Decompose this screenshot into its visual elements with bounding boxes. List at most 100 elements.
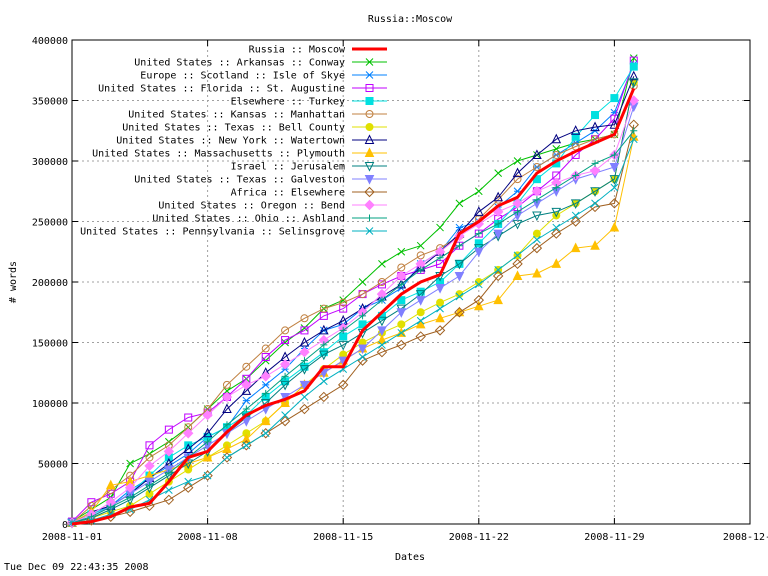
data-point	[242, 362, 251, 371]
data-point	[376, 346, 388, 358]
data-point	[551, 258, 562, 268]
y-tick-label: 250000	[32, 218, 68, 229]
x-axis-label: Dates	[395, 552, 425, 563]
data-point	[532, 211, 542, 222]
legend-marker	[364, 147, 375, 157]
data-point	[338, 340, 349, 351]
data-point	[513, 175, 522, 184]
data-point	[202, 409, 213, 421]
data-point	[492, 270, 504, 282]
data-point	[107, 503, 115, 511]
y-tick-label: 200000	[32, 278, 68, 289]
data-point	[299, 403, 310, 415]
data-point	[531, 186, 543, 197]
data-point	[203, 471, 212, 480]
data-point	[202, 470, 213, 481]
data-point	[339, 296, 348, 305]
data-point	[184, 413, 193, 422]
data-point	[223, 421, 231, 429]
data-point	[279, 415, 291, 427]
data-point	[609, 119, 620, 129]
y-axis-label: # words	[8, 261, 19, 303]
data-point	[183, 443, 194, 453]
data-point	[126, 459, 134, 468]
legend-marker	[365, 97, 374, 105]
data-point	[396, 308, 407, 318]
data-point	[552, 145, 561, 153]
data-point	[552, 184, 560, 192]
data-point	[474, 280, 483, 289]
data-point	[473, 206, 484, 216]
data-point	[475, 230, 483, 238]
data-point	[300, 326, 309, 335]
data-point	[339, 298, 348, 307]
data-point	[629, 54, 638, 63]
legend-label: United States :: Massachusetts :: Plymou…	[92, 149, 345, 160]
data-point	[397, 247, 406, 256]
y-tick-label: 50000	[38, 460, 68, 471]
data-point	[300, 324, 309, 332]
data-point	[260, 428, 271, 439]
data-point	[591, 159, 599, 167]
data-point	[551, 133, 562, 144]
data-point	[570, 199, 581, 209]
series-14	[68, 127, 638, 527]
series-line	[71, 82, 635, 524]
data-point	[417, 266, 425, 274]
data-point	[339, 304, 348, 313]
data-point	[300, 314, 309, 323]
data-point	[320, 341, 328, 349]
y-tick-label: 0	[62, 520, 68, 531]
legend-marker	[364, 186, 375, 198]
data-point	[397, 320, 406, 329]
data-point	[358, 353, 367, 361]
legend-label: Elsewhere :: Turkey	[231, 97, 345, 108]
data-point	[473, 294, 485, 306]
data-point	[358, 290, 367, 299]
data-point	[86, 515, 97, 526]
data-point	[473, 300, 484, 311]
data-point	[494, 220, 502, 228]
legend-label: United States :: Texas :: Bell County	[122, 123, 345, 134]
data-point	[163, 446, 175, 457]
data-point	[609, 221, 620, 232]
data-point	[455, 292, 464, 301]
data-point	[183, 428, 194, 439]
data-point	[493, 191, 503, 202]
series-line	[71, 136, 635, 524]
data-point	[551, 207, 562, 218]
data-point	[357, 344, 368, 355]
data-point	[221, 391, 233, 403]
data-point	[397, 296, 406, 305]
data-point	[628, 78, 639, 88]
data-point	[339, 332, 348, 341]
data-point	[609, 175, 620, 185]
data-point	[494, 169, 503, 177]
data-point	[299, 380, 310, 391]
legend-label: United States :: Oregon :: Bend	[158, 201, 345, 212]
data-point	[87, 513, 95, 521]
data-point	[610, 114, 619, 123]
data-point	[261, 344, 270, 353]
data-point	[299, 346, 310, 358]
legend-marker	[364, 199, 375, 211]
data-point	[222, 380, 231, 389]
series-line	[71, 87, 636, 526]
legend-label: United States :: Texas :: Galveston	[134, 175, 345, 186]
data-point	[628, 70, 639, 81]
data-point	[126, 493, 134, 501]
data-point	[630, 127, 638, 135]
legend-marker	[364, 175, 375, 185]
legend-marker	[365, 123, 374, 131]
data-point	[300, 357, 308, 365]
data-point	[378, 296, 386, 304]
data-point	[590, 121, 600, 132]
data-point	[260, 371, 271, 382]
data-point	[281, 336, 290, 345]
legend-marker	[364, 134, 375, 144]
legend-marker	[365, 71, 374, 79]
legend-label: United States :: Arkansas :: Conway	[134, 58, 345, 69]
data-point	[493, 229, 503, 240]
data-point	[358, 320, 367, 329]
data-point	[415, 331, 426, 342]
